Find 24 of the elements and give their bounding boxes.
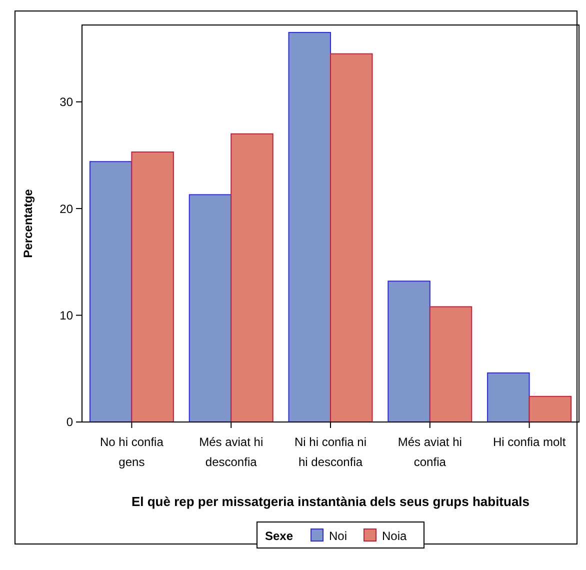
x-tick-label: Més aviat hi desconfia: [199, 435, 264, 469]
x-axis-title: El què rep per missatgeria instantània dels seus grups habituals: [131, 494, 530, 509]
y-tick-label: 30: [60, 95, 74, 110]
bar: [288, 32, 331, 422]
x-tick-label: Més aviat hi confia: [398, 435, 462, 469]
legend-title: Sexe: [265, 529, 294, 543]
bar: [330, 53, 373, 422]
x-tick-label: No hi confia gens: [100, 435, 164, 469]
bar: [131, 151, 174, 422]
bar: [388, 280, 430, 422]
bar: [528, 396, 572, 422]
y-tick-label: 10: [60, 308, 74, 322]
x-tick-label: Ni hi confia ni hi desconfia: [294, 435, 367, 469]
legend-label: Noia: [382, 529, 408, 543]
y-axis-title: Percentatge: [21, 188, 35, 258]
bar: [188, 194, 232, 422]
bar: [429, 306, 472, 422]
y-tick-label: 0: [66, 415, 74, 430]
legend-label: Noi: [329, 529, 348, 543]
y-tick-label: 20: [60, 202, 74, 216]
bar: [89, 161, 132, 422]
x-tick-label: Hi confia molt: [492, 435, 566, 449]
bar: [487, 372, 530, 422]
bar: [230, 133, 274, 422]
